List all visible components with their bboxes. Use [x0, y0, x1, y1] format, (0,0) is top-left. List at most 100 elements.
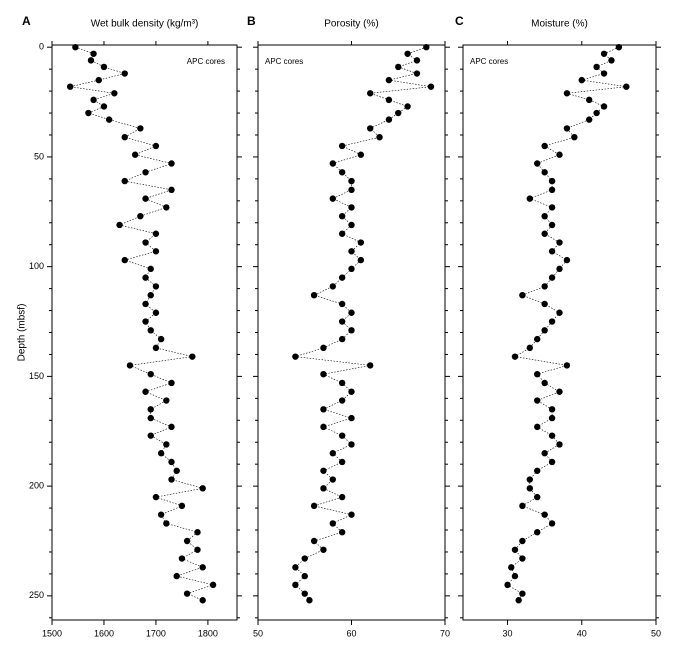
data-point [504, 581, 511, 589]
data-point [121, 70, 128, 77]
data-point [157, 511, 165, 518]
data-point [519, 590, 526, 597]
data-point [147, 414, 154, 422]
data-point [338, 397, 346, 404]
plot-frame [462, 44, 657, 621]
data-point [526, 195, 534, 202]
data-point [137, 212, 144, 220]
data-point [395, 109, 402, 117]
data-point [320, 370, 327, 378]
data-point [511, 572, 519, 580]
data-point [147, 432, 154, 439]
data-point [189, 353, 196, 360]
data-point [578, 76, 585, 84]
data-point [338, 300, 346, 308]
data-point [121, 133, 128, 141]
data-point [163, 204, 170, 211]
x-tick-label: 1800 [198, 628, 218, 638]
data-point [90, 50, 97, 57]
x-tick-label: 50 [651, 628, 661, 638]
data-point [548, 204, 556, 211]
data-point [348, 204, 355, 211]
x-tick-label: 40 [577, 628, 587, 638]
data-point [548, 274, 556, 281]
data-point [168, 476, 175, 483]
data-point [338, 230, 346, 237]
data-point [541, 300, 548, 308]
data-point [348, 414, 355, 422]
data-point [548, 177, 556, 185]
data-point [534, 493, 541, 501]
data-point [357, 151, 365, 158]
data-point [142, 195, 149, 202]
data-point [541, 511, 548, 518]
data-point [526, 476, 534, 483]
data-point [534, 529, 541, 536]
data-point [348, 186, 355, 194]
x-tick-label: 1500 [42, 628, 62, 638]
data-point [348, 309, 355, 316]
data-point [66, 83, 74, 90]
data-point [147, 370, 154, 378]
data-point [548, 221, 556, 229]
x-tick-label: 50 [253, 628, 263, 638]
data-point [157, 335, 165, 343]
data-point [85, 109, 92, 117]
data-point [131, 151, 139, 158]
data-point [357, 239, 365, 246]
data-point [541, 142, 548, 150]
data-point [338, 529, 346, 536]
data-point [329, 450, 336, 457]
data-point [534, 467, 541, 474]
data-point [178, 555, 186, 562]
data-point [173, 467, 180, 474]
data-point [367, 125, 374, 132]
data-point [563, 90, 571, 97]
data-point [548, 458, 556, 466]
panel-label: A [22, 14, 31, 28]
data-point [511, 546, 519, 553]
data-point [600, 103, 608, 110]
y-tick-label: 250 [29, 590, 44, 600]
data-point [585, 96, 593, 104]
x-tick-label: 30 [503, 628, 513, 638]
data-point [199, 564, 206, 571]
data-point [526, 344, 534, 352]
data-point [329, 160, 336, 167]
data-point [338, 458, 346, 466]
data-point [105, 116, 113, 123]
data-point [320, 546, 327, 553]
data-point [556, 441, 563, 448]
data-point [348, 511, 355, 518]
data-point [100, 103, 108, 110]
data-point [292, 564, 299, 571]
data-point [534, 423, 541, 431]
data-point [152, 493, 160, 501]
y-tick-label: 200 [29, 481, 44, 491]
data-point [142, 169, 149, 176]
data-point [593, 63, 600, 71]
data-point [348, 248, 355, 255]
data-point [338, 142, 346, 150]
data-point [121, 256, 128, 264]
data-point [152, 248, 160, 255]
data-point [338, 432, 346, 439]
data-point [413, 70, 421, 77]
data-point [413, 57, 421, 64]
data-point [367, 362, 374, 369]
data-point [548, 520, 556, 527]
data-point [385, 76, 393, 84]
data-point [526, 485, 534, 492]
data-point [548, 186, 556, 194]
data-point [329, 195, 336, 202]
data-point [152, 142, 160, 150]
data-point [541, 212, 548, 220]
data-point [147, 291, 154, 299]
y-tick-label: 50 [34, 151, 44, 161]
data-point [556, 239, 563, 246]
data-point [338, 274, 346, 281]
data-point [348, 388, 355, 395]
data-point [556, 388, 563, 395]
data-point [534, 397, 541, 404]
